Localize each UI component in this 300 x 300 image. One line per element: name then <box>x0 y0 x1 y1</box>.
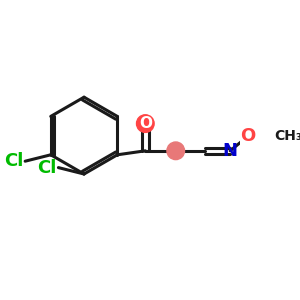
Text: O: O <box>240 128 255 146</box>
Text: Cl: Cl <box>4 152 24 170</box>
Text: Cl: Cl <box>38 159 57 177</box>
Circle shape <box>167 142 184 160</box>
Text: CH₃: CH₃ <box>274 129 300 143</box>
Circle shape <box>136 115 154 132</box>
Text: N: N <box>223 142 238 160</box>
Text: O: O <box>139 116 152 131</box>
